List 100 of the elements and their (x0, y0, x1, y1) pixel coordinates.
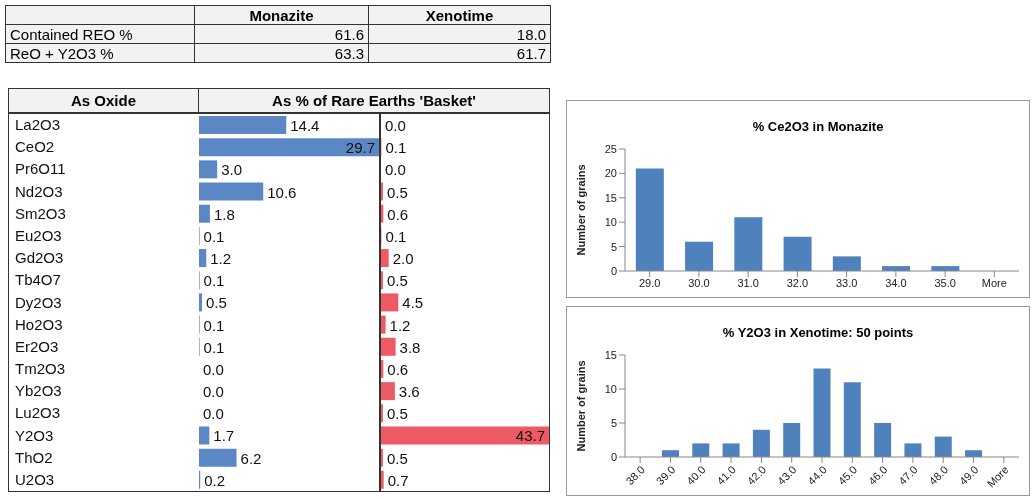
data-label: 29.7 (345, 138, 375, 159)
data-label: 0.5 (386, 404, 408, 425)
data-label: 3.0 (221, 160, 243, 181)
bar (381, 293, 399, 312)
data-label: 18.0 (368, 24, 551, 44)
bar (199, 204, 210, 223)
y-tick-label: Tb4O7 (15, 271, 61, 289)
chart-title: % Ce2O3 in Monazite (751, 118, 885, 136)
x-tick-label: 43.0 (775, 463, 799, 488)
x-tick-label: 48.0 (926, 463, 951, 488)
bar (199, 293, 203, 312)
y-tick-label: 20 (604, 167, 617, 180)
data-label: 0.0 (203, 404, 224, 425)
y-tick-label: Y2O3 (15, 426, 54, 444)
y-tick-label: Nd2O3 (15, 182, 63, 200)
y-axis-title: As Oxide (9, 89, 199, 112)
data-label: 0.5 (386, 271, 408, 292)
data-label: 0.2 (204, 470, 226, 491)
data-label: 0.0 (385, 160, 406, 181)
bar (685, 241, 714, 271)
x-tick-label: 49.0 (956, 463, 981, 488)
bar (813, 368, 831, 457)
data-label: 0.5 (386, 182, 408, 203)
x-tick-label: More (981, 276, 1007, 289)
bar (199, 182, 264, 201)
data-label: 43.7 (515, 426, 545, 447)
y-tick-label: Gd2O3 (15, 249, 64, 267)
data-label: 3.6 (398, 382, 420, 403)
y-tick-label: Tm2O3 (15, 360, 66, 378)
y-tick-label: U2O3 (15, 470, 55, 488)
bar (752, 429, 770, 457)
data-label: 0.1 (203, 226, 225, 247)
y-tick-label: ThO2 (15, 448, 53, 466)
x-tick-label: 42.0 (744, 463, 769, 488)
data-label: 0.1 (203, 271, 225, 292)
bar (734, 217, 763, 271)
x-tick-label: 32.0 (786, 276, 809, 289)
y-tick-label: 5 (610, 416, 617, 429)
bar (199, 160, 218, 179)
y-tick-label: 10 (604, 216, 617, 229)
bar (199, 116, 287, 134)
y-tick-label: Yb2O3 (15, 382, 62, 400)
data-label: 0.1 (385, 138, 407, 159)
bar (783, 236, 812, 271)
x-tick-label: 45.0 (835, 463, 860, 488)
data-label: 10.6 (267, 182, 297, 203)
text: Xenotime (368, 5, 551, 25)
category-label: Contained REO % (5, 24, 195, 44)
bar (381, 382, 395, 401)
bar (934, 436, 952, 457)
data-label: 61.7 (368, 43, 551, 63)
y-tick-label: Er2O3 (15, 337, 59, 355)
data-label: 0.0 (203, 382, 224, 403)
x-tick-label: 44.0 (805, 463, 829, 488)
x-tick-label: 46.0 (865, 463, 890, 488)
data-label: 6.2 (240, 448, 262, 469)
chart-title: % Y2O3 in Xenotime: 50 points (721, 324, 915, 342)
data-label: 3.8 (399, 337, 421, 358)
x-tick-label: 33.0 (835, 276, 858, 289)
x-tick-label: 41.0 (714, 463, 739, 488)
y-tick-label: Pr6O11 (15, 160, 66, 178)
bar (199, 448, 237, 467)
y-tick-label: 0 (610, 450, 617, 463)
x-tick-label: 34.0 (885, 276, 907, 289)
data-label: 1.8 (213, 204, 235, 225)
y-tick-label: CeO2 (15, 138, 55, 156)
data-label: 0.1 (203, 315, 225, 336)
bar (381, 426, 549, 445)
data-label: 1.2 (210, 249, 232, 270)
y-tick-label: 15 (604, 348, 617, 361)
y-tick-label: Dy2O3 (15, 293, 62, 311)
bar (381, 249, 389, 268)
x-tick-label: 47.0 (896, 463, 920, 488)
data-label: 2.0 (392, 249, 414, 270)
x-tick-label: 40.0 (684, 463, 708, 488)
y-tick-label: La2O3 (15, 116, 61, 134)
y-tick-label: 15 (604, 191, 617, 204)
bar (381, 315, 386, 334)
data-label: 63.3 (194, 43, 369, 63)
bar (635, 168, 664, 271)
bar (381, 470, 384, 489)
bar (904, 443, 922, 457)
bar (199, 249, 207, 268)
data-label: 0.0 (385, 116, 406, 136)
data-label: 0.6 (387, 359, 409, 380)
y-axis-title: Number of grains (574, 164, 587, 256)
x-tick-label: 30.0 (688, 276, 710, 289)
y-tick-label: 0 (610, 264, 617, 277)
data-label: 1.7 (213, 426, 235, 447)
data-label: 0.1 (203, 337, 225, 358)
x-tick-label: 29.0 (638, 276, 661, 289)
bar (199, 426, 210, 445)
data-label: 4.5 (402, 293, 424, 314)
bar (722, 443, 740, 457)
bar (832, 256, 861, 271)
data-label: 0.5 (386, 448, 408, 469)
y-tick-label: Ho2O3 (15, 315, 63, 333)
y-tick-label: 10 (604, 382, 617, 395)
data-label: 14.4 (290, 116, 320, 136)
y-tick-label: Lu2O3 (15, 404, 61, 422)
